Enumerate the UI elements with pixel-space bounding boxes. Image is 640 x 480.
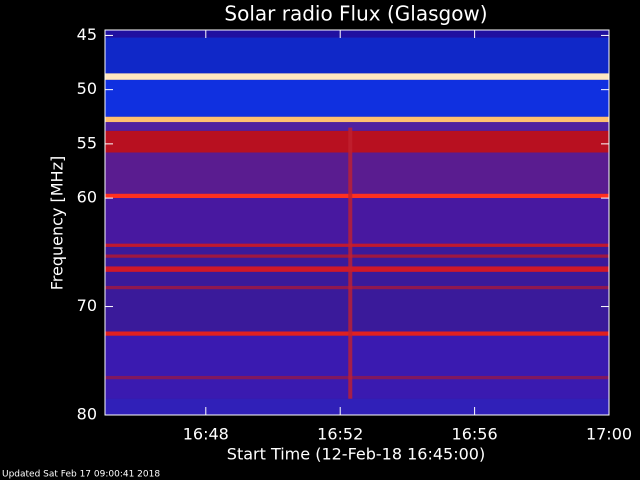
band: [105, 266, 609, 272]
band: [105, 130, 609, 153]
x-tick-label: 16:48: [183, 425, 229, 444]
y-tick-label: 45: [77, 25, 97, 44]
footer: Updated Sat Feb 17 09:00:41 2018: [2, 470, 160, 480]
y-tick-label: 70: [77, 296, 97, 315]
x-tick-label: 16:52: [317, 425, 363, 444]
band: [105, 285, 609, 290]
band: [105, 243, 609, 247]
plot-frame: [104, 29, 610, 416]
band: [105, 79, 609, 117]
band: [105, 122, 609, 131]
band: [105, 193, 609, 199]
band: [105, 152, 609, 194]
x-tick-label: 16:56: [452, 425, 498, 444]
y-tick-label: 80: [77, 405, 97, 424]
band: [105, 37, 609, 74]
band: [105, 73, 609, 80]
band: [105, 30, 609, 38]
burst: [348, 127, 353, 399]
band: [105, 254, 609, 258]
band: [105, 335, 609, 399]
band: [105, 116, 609, 123]
y-tick-label: 55: [77, 133, 97, 152]
chart-title: Solar radio Flux (Glasgow): [224, 2, 487, 26]
x-axis-label: Start Time (12-Feb-18 16:45:00): [227, 445, 485, 464]
y-tick-label: 60: [77, 188, 97, 207]
band: [105, 198, 609, 244]
band: [105, 398, 609, 415]
y-tick-label: 50: [77, 79, 97, 98]
band: [105, 375, 609, 380]
x-tick-label: 17:00: [586, 425, 632, 444]
band: [105, 331, 609, 336]
y-axis-label: Frequency [MHz]: [48, 156, 67, 290]
